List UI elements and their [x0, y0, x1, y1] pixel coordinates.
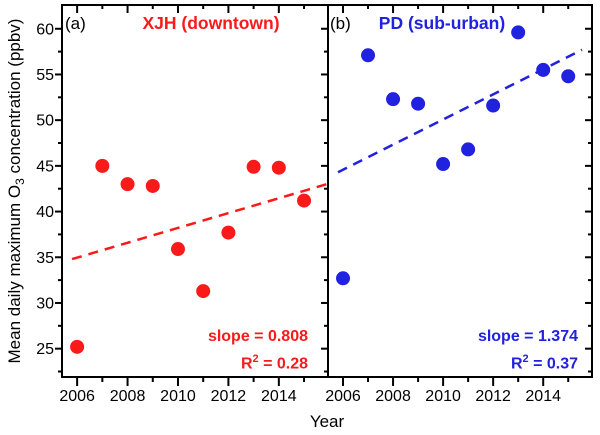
- data-point-pd: [486, 98, 501, 113]
- y-tick-label: 35: [36, 250, 54, 267]
- data-point-xjh: [196, 284, 211, 299]
- r-value: = 0.28: [258, 355, 308, 373]
- x-tick-label: 2014: [261, 388, 297, 405]
- data-point-pd: [511, 25, 526, 40]
- data-point-pd: [536, 62, 551, 77]
- data-point-xjh: [246, 159, 261, 174]
- data-point-pd: [561, 69, 576, 84]
- r-label: R: [240, 355, 253, 373]
- data-point-xjh: [145, 178, 160, 193]
- panel-b-slope-text: slope = 1.374: [477, 328, 578, 345]
- panel-border-pd: [327, 4, 593, 378]
- data-point-xjh: [221, 225, 236, 240]
- r-value: = 0.37: [528, 355, 578, 373]
- data-point-pd: [386, 92, 401, 107]
- y-tick-label: 45: [36, 158, 54, 175]
- r-label: R: [510, 355, 523, 373]
- y-tick-label: 55: [36, 67, 54, 84]
- panel-a-title: XJH (downtown): [142, 13, 280, 33]
- x-tick-label: 2010: [160, 388, 196, 405]
- data-point-xjh: [271, 160, 286, 175]
- data-point-xjh: [95, 158, 110, 173]
- data-point-xjh: [70, 339, 85, 354]
- panel-b-r2-text: R2 = 0.37: [478, 348, 578, 375]
- x-tick-label: 2014: [525, 388, 561, 405]
- y-tick-label: 50: [36, 113, 54, 130]
- data-point-xjh: [170, 242, 185, 257]
- x-tick-label: 2012: [211, 388, 247, 405]
- data-point-xjh: [297, 193, 312, 208]
- x-tick-label: 2006: [325, 388, 361, 405]
- y-axis-title-subscript: 3: [13, 178, 28, 185]
- x-tick-label: 2008: [375, 388, 411, 405]
- panel-b-stats: slope = 1.374 R2 = 0.37: [478, 325, 578, 375]
- x-tick-label: 2010: [425, 388, 461, 405]
- y-axis-title: Mean daily maximum O3 concentration (ppb…: [5, 19, 27, 364]
- data-point-pd: [411, 96, 426, 111]
- y-tick-label: 25: [36, 341, 54, 358]
- data-point-pd: [461, 142, 476, 157]
- panel-b-title: PD (sub-urban): [378, 13, 506, 33]
- y-tick-label: 30: [36, 295, 54, 312]
- trend-line-xjh: [71, 182, 328, 261]
- x-tick-label: 2008: [110, 388, 146, 405]
- y-axis-title-text: Mean daily maximum O: [4, 184, 24, 364]
- x-tick-label: 2006: [59, 388, 95, 405]
- data-point-pd: [336, 271, 351, 286]
- panel-b-label: (b): [330, 14, 351, 33]
- r-exponent: 2: [522, 353, 529, 365]
- panel-a-label: (a): [65, 14, 86, 33]
- r-exponent: 2: [252, 353, 259, 365]
- panel-a-stats: slope = 0.808 R2 = 0.28: [208, 325, 308, 375]
- panel-border-xjh: [61, 4, 329, 378]
- data-point-xjh: [120, 177, 135, 192]
- x-tick-label: 2012: [475, 388, 511, 405]
- data-point-pd: [436, 157, 451, 172]
- data-point-pd: [361, 48, 376, 63]
- y-axis-title-units: concentration (ppbv): [4, 18, 24, 179]
- panel-a-slope-text: slope = 0.808: [207, 328, 308, 345]
- panel-a-r2-text: R2 = 0.28: [208, 348, 308, 375]
- y-tick-label: 60: [36, 21, 54, 38]
- x-axis-title: Year: [309, 412, 345, 431]
- y-tick-label: 40: [36, 204, 54, 221]
